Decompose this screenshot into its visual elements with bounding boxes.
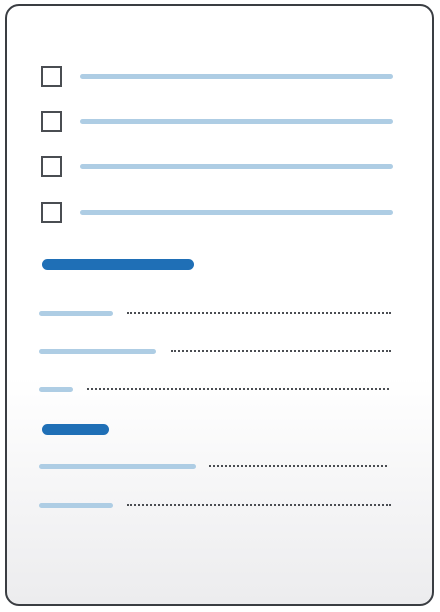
checklist-item-text-placeholder bbox=[80, 210, 393, 215]
leader-row-label-placeholder bbox=[39, 387, 73, 392]
checklist-item-text-placeholder bbox=[80, 74, 393, 79]
leader-row-label-placeholder bbox=[39, 503, 113, 508]
section-heading-placeholder bbox=[42, 259, 194, 270]
checkbox-empty-icon[interactable] bbox=[41, 111, 62, 132]
checkbox-empty-icon[interactable] bbox=[41, 202, 62, 223]
leader-row-label-placeholder bbox=[39, 311, 113, 316]
leader-dots bbox=[171, 350, 391, 352]
checkbox-empty-icon[interactable] bbox=[41, 66, 62, 87]
leader-row-label-placeholder bbox=[39, 349, 156, 354]
document-card bbox=[5, 4, 434, 606]
checklist-item-text-placeholder bbox=[80, 119, 393, 124]
leader-row-label-placeholder bbox=[39, 464, 196, 469]
leader-dots bbox=[127, 504, 391, 506]
checkbox-empty-icon[interactable] bbox=[41, 156, 62, 177]
leader-dots bbox=[87, 388, 389, 390]
leader-dots bbox=[209, 465, 387, 467]
leader-dots bbox=[127, 312, 391, 314]
checklist-item-text-placeholder bbox=[80, 164, 393, 169]
section-heading-placeholder bbox=[42, 424, 109, 435]
